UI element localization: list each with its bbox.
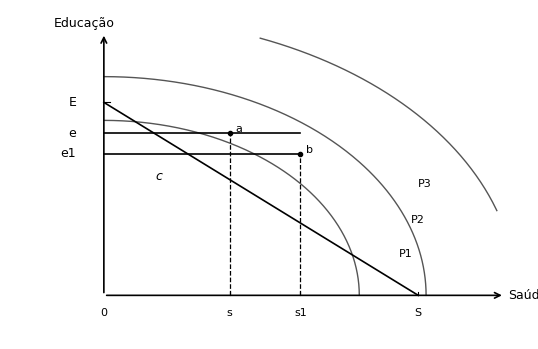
Text: 0: 0 [101,308,108,318]
Text: Educação: Educação [54,17,115,30]
Text: S: S [415,308,422,318]
Text: E: E [68,96,76,109]
Text: P2: P2 [410,215,424,225]
Text: s1: s1 [294,308,307,318]
Text: b: b [306,144,313,155]
Text: Saúde: Saúde [508,289,538,302]
Text: e: e [69,127,76,140]
Text: e1: e1 [61,147,76,160]
Text: P1: P1 [399,249,412,259]
Text: P3: P3 [418,179,432,189]
Text: c: c [155,170,162,183]
Text: a: a [236,124,243,134]
Text: s: s [226,308,232,318]
